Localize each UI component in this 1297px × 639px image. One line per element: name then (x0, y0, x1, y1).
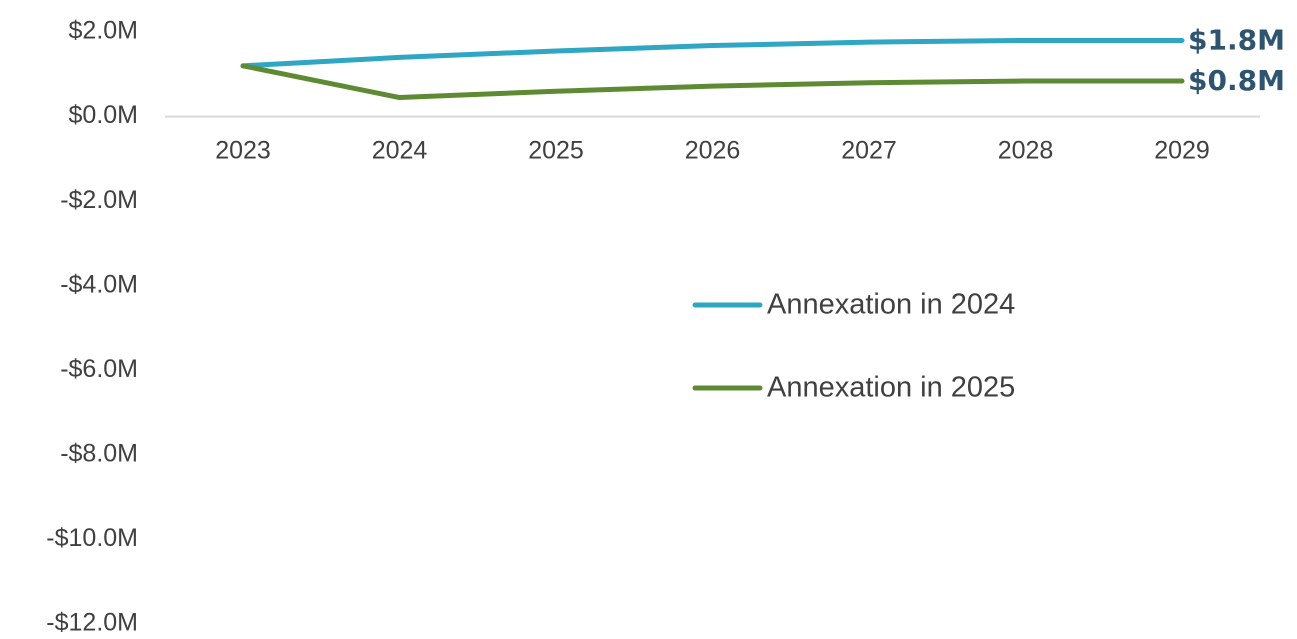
legend-label: Annexation in 2024 (767, 289, 1015, 321)
legend-label: Annexation in 2025 (767, 372, 1015, 404)
end-value-label: $0.8M (1188, 64, 1285, 97)
y-tick-label: -$4.0M (60, 270, 138, 298)
y-tick-label: $2.0M (69, 17, 138, 45)
y-tick-label: -$2.0M (60, 186, 138, 214)
y-tick-label: -$12.0M (46, 609, 138, 637)
series-lines (240, 37, 1185, 101)
x-tick-label: 2026 (685, 137, 741, 165)
y-tick-label: -$8.0M (60, 439, 138, 467)
y-tick-label: -$10.0M (46, 524, 138, 552)
series-line (240, 37, 1185, 69)
x-tick-label: 2029 (1154, 137, 1210, 165)
x-tick-label: 2024 (372, 137, 428, 165)
legend: Annexation in 2024 Annexation in 2025 (692, 289, 1015, 404)
x-axis-tick-labels: 2023 2024 2025 2026 2027 2028 2029 (215, 137, 1210, 165)
y-tick-label: -$6.0M (60, 355, 138, 383)
end-value-label: $1.8M (1188, 23, 1285, 56)
x-tick-label: 2023 (215, 137, 271, 165)
end-value-labels: $1.8M $0.8M (1188, 23, 1285, 97)
series-line (240, 63, 1185, 101)
x-tick-label: 2027 (841, 137, 897, 165)
x-tick-label: 2028 (998, 137, 1054, 165)
y-axis-tick-labels: $2.0M $0.0M -$2.0M -$4.0M -$6.0M -$8.0M -$10.0… (46, 17, 138, 637)
y-tick-label: $0.0M (69, 101, 138, 129)
x-tick-label: 2025 (528, 137, 584, 165)
